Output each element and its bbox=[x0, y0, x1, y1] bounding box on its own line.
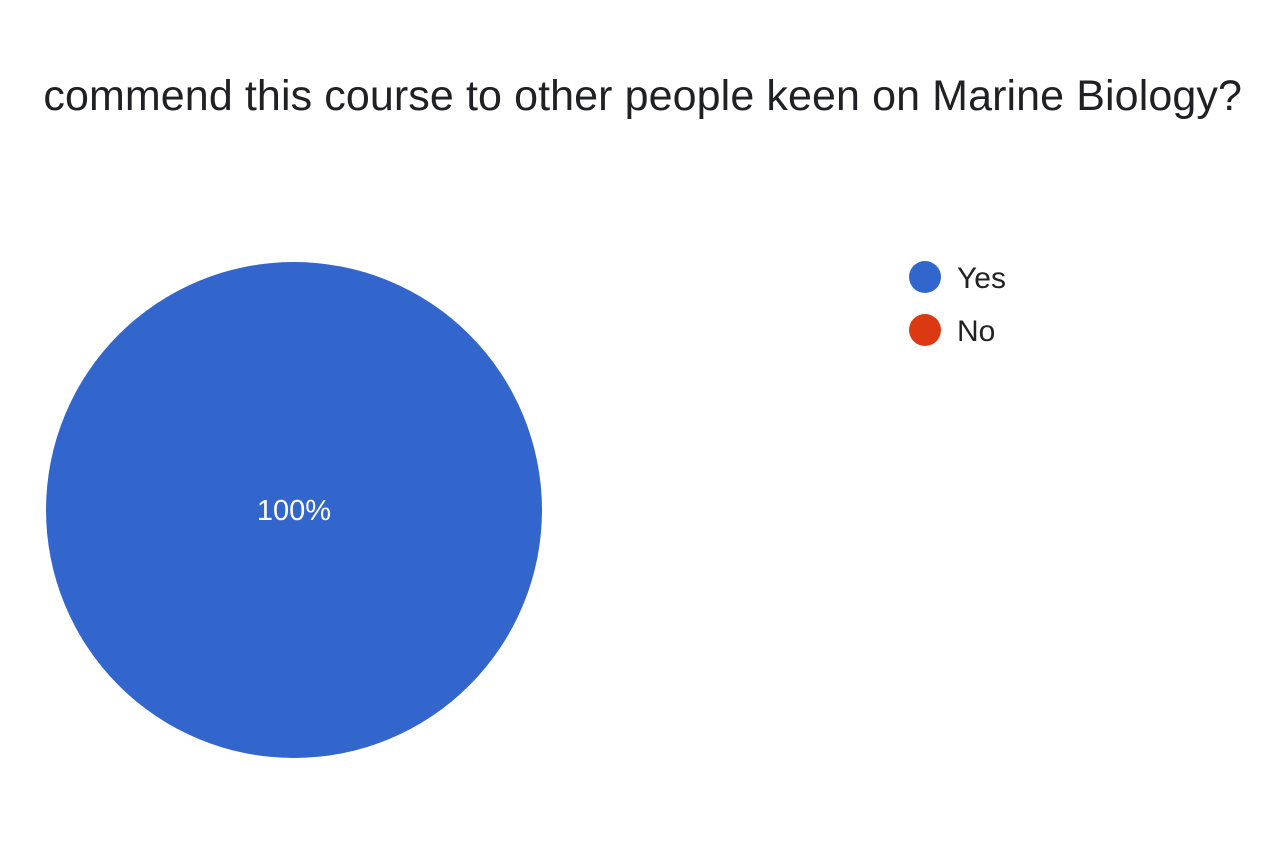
pie-slices bbox=[46, 262, 542, 758]
legend: Yes No bbox=[909, 261, 1006, 348]
legend-label-no: No bbox=[957, 315, 995, 348]
slice-label-yes: 100% bbox=[257, 495, 331, 527]
legend-label-yes: Yes bbox=[957, 262, 1006, 295]
legend-swatch-no bbox=[909, 314, 941, 346]
chart-title: commend this course to other people keen… bbox=[43, 72, 1242, 120]
pie-slice-labels: 100% bbox=[257, 495, 331, 527]
pie-slice-yes bbox=[46, 262, 542, 758]
legend-item-yes: Yes bbox=[909, 261, 1006, 295]
legend-swatch-yes bbox=[909, 261, 941, 293]
legend-item-no: No bbox=[909, 314, 995, 348]
